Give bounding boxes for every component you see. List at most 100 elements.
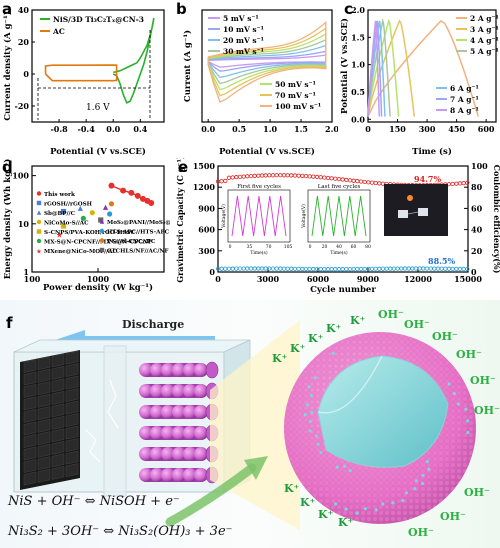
efficiency-point [395,266,400,271]
capacity-point [450,181,455,187]
capacity-point [314,174,320,180]
ion-label-3: K⁺ [326,322,342,335]
capacity-point [454,181,459,186]
ion-label-11: K⁺ [284,482,300,495]
literature-point-7 [107,211,113,217]
ytick-label-e: 900 [198,203,215,213]
panel-label-d: d [2,158,13,176]
ytick-label-a: 20 [18,37,30,47]
efficiency-point [355,266,360,272]
plate-flake [65,363,79,378]
rod-particle [172,405,186,419]
xtick-label-e: 3000 [257,274,280,284]
literature-point-5: ★ [56,231,63,240]
ytick-label-d: 10 [18,219,30,229]
rod-particle [194,468,208,482]
legend-label-c-4: 6 A g⁻¹ [450,84,479,93]
rod-particle [150,405,164,419]
ion-label-16: OH⁻ [440,510,466,523]
ytick-label-c: 1.0 [351,60,365,70]
efficiency-point [399,266,404,271]
legend-label-b-5: 70 mV s⁻¹ [275,91,316,100]
literature-point-0 [60,208,67,215]
ion-label-9: OH⁻ [470,374,496,387]
surface-nanoparticle [308,429,312,433]
capacity-point [340,177,345,182]
efficiency-point [303,266,309,272]
ytick-right-label-e: 40 [471,225,483,235]
legend-marker-d-5 [36,238,42,244]
capacity-point [333,176,338,181]
xtick-label-b: 1.5 [294,124,308,134]
efficiency-point [344,267,349,272]
surface-nanoparticle [381,502,385,506]
plate-flake [51,428,65,443]
rod-particle [172,384,186,398]
lightning-2 [85,429,101,463]
legend-label-b-3: 30 mV s⁻¹ [223,47,264,56]
panel-label-c: c [344,0,353,18]
inset-first-title: First five cycles [237,184,281,190]
plate-flake [23,371,37,386]
surface-nanoparticle [313,376,317,380]
this-work-point [148,200,155,207]
plate-flake [51,353,65,368]
efficiency-point [413,266,419,271]
capacity-point [311,174,316,179]
literature-point-6 [102,204,109,210]
inset-curve [231,195,287,237]
capacity-point [307,174,312,179]
legend-label-d-r0: MoS₂@PANI//MoS₂@PANI [107,219,170,226]
efficiency-point [347,266,353,272]
efficiency-point [237,266,243,271]
ytick-right-label-e: 0 [471,267,477,277]
efficiency-point [311,266,316,272]
efficiency-point [369,266,375,271]
xtick-label-b: 1.0 [263,124,277,134]
plate-flake [37,381,51,396]
xtick-label-e: 0 [215,274,221,284]
literature-point-3 [60,223,67,229]
plate-flake [37,456,51,471]
capacity-point [263,173,268,178]
rod-particle [139,426,153,440]
inset-first-ylabel: Voltage(V) [220,204,227,229]
capacity-point [300,173,305,178]
efficiency-point [256,266,261,271]
rod-particle [150,468,164,482]
plate-flake [65,425,79,440]
efficiency-point [380,266,386,271]
efficiency-point [410,266,415,271]
photo-wire [407,211,419,215]
efficiency-point [245,266,250,271]
legend-label-d-3: NiCoMo-S//AC [44,221,89,227]
this-work-point [128,189,135,196]
surface-nanoparticle [466,430,470,435]
plate-flake [65,400,79,415]
efficiency-point [439,266,444,271]
inset-tick-label: 0 [229,244,232,250]
capacity-point [267,173,272,178]
efficiency-point [333,267,338,272]
ytick-right-label-e: 20 [471,246,483,256]
efficiency-point [263,266,268,271]
ion-label-6: OH⁻ [404,318,430,331]
this-work-point [108,182,115,189]
surface-nanoparticle [420,481,425,486]
rod-particle [194,447,208,461]
capacity-point [245,174,250,179]
capacity-point [234,175,239,180]
xtick-label-c: 0 [365,124,371,134]
plate-flake [65,350,79,365]
surface-nanoparticle [456,402,460,406]
inset-tick-label: 40 [336,244,342,250]
plate-flake [51,403,65,418]
ylabel-b: Current (A g⁻¹) [182,30,193,102]
plate-flake [37,368,51,383]
xlabel-d: Power density (W kg⁻¹) [43,282,153,293]
capacity-point [377,181,382,186]
legend-label-c-6: 8 A g⁻¹ [450,106,479,115]
capacity-point [329,176,334,181]
capacity-point [270,173,276,178]
capacity-point [252,173,257,178]
